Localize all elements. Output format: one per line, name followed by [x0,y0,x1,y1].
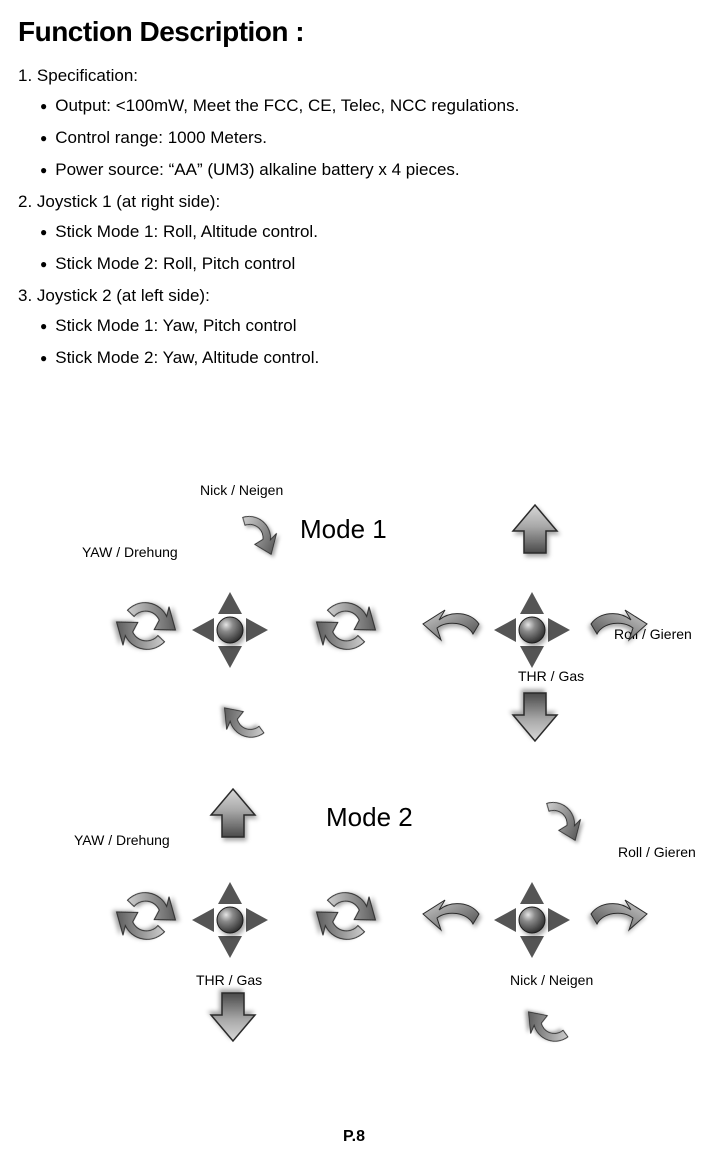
diagram-area: Mode 1 Nick / Neigen YAW / Drehung Roll … [0,480,708,1100]
roll-left-swoosh-icon [418,598,488,658]
joystick-right-mode2 [472,860,592,980]
label-roll-2: Roll / Gieren [618,844,696,860]
bullet-icon: ● [40,352,47,364]
label-yaw-2: YAW / Drehung [74,832,170,848]
mode-1-label: Mode 1 [300,514,387,545]
nick-arrow-down-icon [210,676,290,756]
roll-left-swoosh-mode2-icon [418,888,488,948]
joy1-bullet-2: ● Stick Mode 2: Roll, Pitch control [40,254,690,274]
spec-text: Control range: 1000 Meters. [55,128,267,148]
joy1-text: Stick Mode 2: Roll, Pitch control [55,254,295,274]
thr-down-arrow-icon [500,680,570,750]
spec-text: Output: <100mW, Meet the FCC, CE, Telec,… [55,96,519,116]
center-rotary-icon [296,576,396,676]
section-2-head: 2. Joystick 1 (at right side): [18,192,690,212]
bullet-icon: ● [40,132,47,144]
label-nick: Nick / Neigen [200,482,283,498]
nick-arrow-mode2-down-icon [514,980,594,1060]
roll-right-swoosh-mode2-icon [582,888,652,948]
yaw-arrow-mode2-icon [96,866,196,966]
joy1-text: Stick Mode 1: Roll, Altitude control. [55,222,318,242]
yaw-arrow-icon [96,576,196,676]
bullet-icon: ● [40,226,47,238]
joy2-bullet-2: ● Stick Mode 2: Yaw, Altitude control. [40,348,690,368]
thr-up-arrow-icon [500,496,570,566]
joy2-text: Stick Mode 1: Yaw, Pitch control [55,316,296,336]
spec-bullet-1: ● Output: <100mW, Meet the FCC, CE, Telec… [40,96,690,116]
bullet-icon: ● [40,100,47,112]
section-1-head: 1. Specification: [18,66,690,86]
label-yaw: YAW / Drehung [82,544,178,560]
spec-bullet-2: ● Control range: 1000 Meters. [40,128,690,148]
page-title: Function Description : [18,16,690,48]
section-3-head: 3. Joystick 2 (at left side): [18,286,690,306]
bullet-icon: ● [40,164,47,176]
page-number: P.8 [343,1128,365,1146]
nick-arrow-icon [210,498,290,578]
spec-bullet-3: ● Power source: “AA” (UM3) alkaline batte… [40,160,690,180]
thr-down-arrow-mode2-icon [198,980,268,1050]
joy2-bullet-1: ● Stick Mode 1: Yaw, Pitch control [40,316,690,336]
joystick-right-mode1 [472,570,592,690]
joy2-text: Stick Mode 2: Yaw, Altitude control. [55,348,319,368]
nick-arrow-mode2-up-icon [514,784,594,864]
center-rotary-mode2-icon [296,866,396,966]
mode-2-label: Mode 2 [326,802,413,833]
thr-up-arrow-mode2-icon [198,780,268,850]
joy1-bullet-1: ● Stick Mode 1: Roll, Altitude control. [40,222,690,242]
spec-text: Power source: “AA” (UM3) alkaline batter… [55,160,459,180]
bullet-icon: ● [40,258,47,270]
bullet-icon: ● [40,320,47,332]
roll-right-swoosh-icon [582,598,652,658]
